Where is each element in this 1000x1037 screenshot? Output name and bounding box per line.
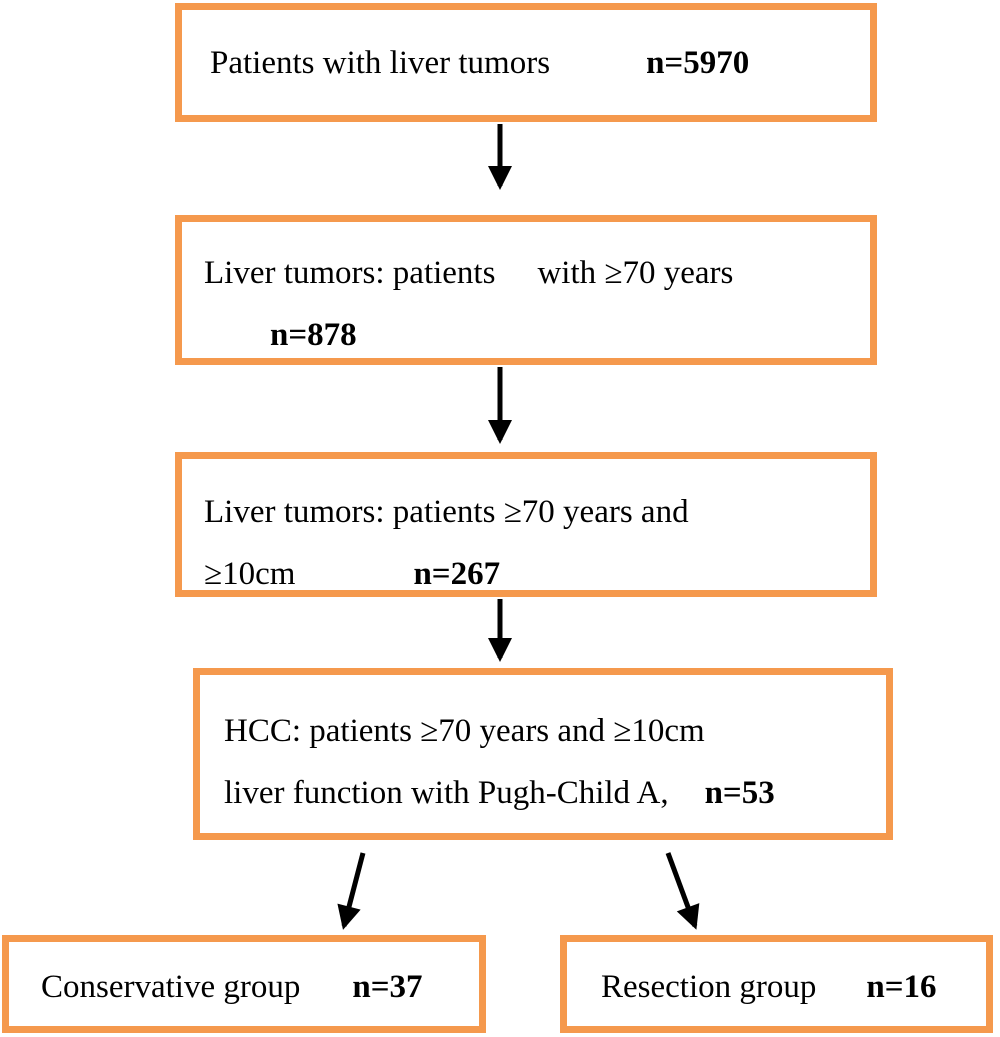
box-label: liver function with Pugh-Child A, [224, 775, 669, 811]
count-value: n=37 [352, 969, 423, 1005]
flow-box-hcc-pugh-child-a: HCC: patients ≥70 years and ≥10cm liver … [193, 668, 893, 840]
box-label: ≥10cm [204, 556, 296, 592]
flow-box-age-70: Liver tumors: patients with ≥70 years n=8… [175, 215, 877, 365]
box-text-line: Liver tumors: patients ≥70 years and [204, 481, 870, 543]
box-label: HCC: patients ≥70 years and ≥10cm [224, 713, 705, 749]
box-text-line: Conservative group n=37 [41, 956, 479, 1018]
count-value: n=878 [270, 317, 357, 353]
box-label: with ≥70 years [537, 255, 734, 291]
flow-box-conservative-group: Conservative group n=37 [2, 935, 486, 1033]
count-value: n=53 [704, 775, 775, 811]
count-value: n=5970 [646, 45, 750, 81]
count-value: n=267 [413, 556, 501, 592]
box-label: Resection group [601, 969, 817, 1005]
box-label: Liver tumors: patients [204, 255, 496, 291]
flow-box-resection-group: Resection group n=16 [560, 935, 993, 1033]
box-label: Patients with liver tumors [210, 45, 551, 81]
box-text-line: HCC: patients ≥70 years and ≥10cm [224, 700, 886, 762]
arrow-box4-to-conservative [337, 852, 366, 930]
count-value: n=16 [866, 969, 937, 1005]
box-text-line: ≥10cm n=267 [204, 543, 870, 605]
box-text-line: Resection group n=16 [601, 956, 986, 1018]
flow-box-patients-liver-tumors: Patients with liver tumors n=5970 [175, 3, 877, 122]
box-label: Conservative group [41, 969, 301, 1005]
box-text-line: Liver tumors: patients with ≥70 years [204, 242, 870, 304]
box-label: Liver tumors: patients ≥70 years and [204, 494, 689, 530]
box-text-line: Patients with liver tumors n=5970 [210, 32, 870, 94]
box-text-line: n=878 [204, 304, 870, 366]
flow-box-age-70-size-10cm: Liver tumors: patients ≥70 years and ≥10… [175, 452, 877, 597]
arrow-box4-to-resection [665, 852, 700, 930]
box-text-line: liver function with Pugh-Child A, n=53 [224, 762, 886, 824]
